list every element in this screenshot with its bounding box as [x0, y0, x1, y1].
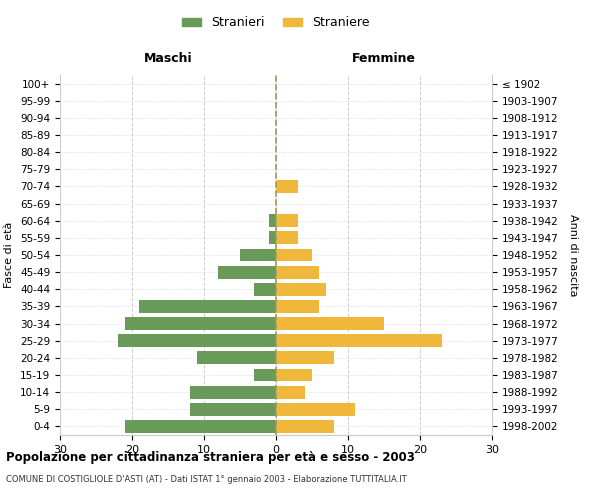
- Bar: [276, 232, 298, 244]
- Y-axis label: Anni di nascita: Anni di nascita: [568, 214, 578, 296]
- Bar: [276, 352, 334, 364]
- Legend: Stranieri, Straniere: Stranieri, Straniere: [178, 11, 374, 34]
- Bar: [276, 334, 442, 347]
- Bar: [240, 248, 276, 262]
- Bar: [254, 283, 276, 296]
- Bar: [125, 420, 276, 433]
- Bar: [276, 214, 298, 227]
- Bar: [276, 180, 298, 193]
- Bar: [276, 368, 312, 382]
- Bar: [254, 368, 276, 382]
- Bar: [276, 420, 334, 433]
- Bar: [218, 266, 276, 278]
- Bar: [190, 386, 276, 398]
- Bar: [276, 266, 319, 278]
- Bar: [276, 248, 312, 262]
- Bar: [190, 403, 276, 415]
- Bar: [276, 317, 384, 330]
- Bar: [269, 214, 276, 227]
- Bar: [139, 300, 276, 313]
- Y-axis label: Fasce di età: Fasce di età: [4, 222, 14, 288]
- Bar: [276, 283, 326, 296]
- Bar: [118, 334, 276, 347]
- Bar: [197, 352, 276, 364]
- Text: COMUNE DI COSTIGLIOLE D'ASTI (AT) - Dati ISTAT 1° gennaio 2003 - Elaborazione TU: COMUNE DI COSTIGLIOLE D'ASTI (AT) - Dati…: [6, 476, 407, 484]
- Bar: [276, 300, 319, 313]
- Text: Maschi: Maschi: [143, 52, 193, 65]
- Bar: [276, 403, 355, 415]
- Text: Popolazione per cittadinanza straniera per età e sesso - 2003: Popolazione per cittadinanza straniera p…: [6, 451, 415, 464]
- Bar: [276, 386, 305, 398]
- Bar: [125, 317, 276, 330]
- Bar: [269, 232, 276, 244]
- Text: Femmine: Femmine: [352, 52, 416, 65]
